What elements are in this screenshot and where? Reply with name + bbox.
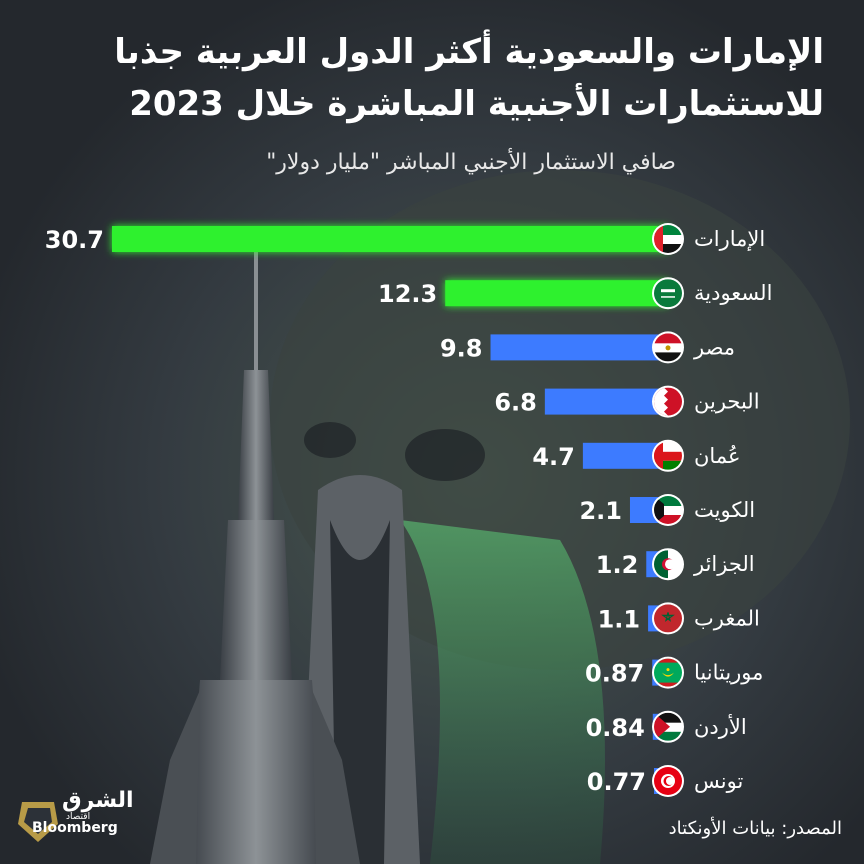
chart-subtitle: صافي الاستثمار الأجنبي المباشر "مليار دو… [266,150,676,175]
value-label-8: 0.87 [585,660,644,688]
logo-partner: Bloomberg [32,820,118,836]
value-label-5: 2.1 [579,497,622,525]
category-label-10: تونس [694,769,743,793]
value-label-2: 9.8 [440,334,483,362]
value-label-0: 30.7 [45,226,104,254]
category-label-6: الجزائر [693,552,755,576]
bar-3 [544,388,668,415]
uae-flag-icon [652,223,684,255]
category-label-3: البحرين [694,390,760,414]
logo-name: الشرق [62,788,134,813]
category-label-1: السعودية [694,281,772,305]
logo-emblem [18,802,58,842]
logo-subtitle: اقتصاد [66,812,91,822]
bar-0 [112,226,668,252]
title-line-1: الإمارات والسعودية أكثر الدول العربية جذ… [114,32,824,72]
kuwait-flag-icon [652,494,684,526]
category-label-4: عُمان [694,444,741,468]
value-label-10: 0.77 [587,768,646,796]
value-label-4: 4.7 [532,443,575,471]
oman-flag-icon [652,439,684,472]
algeria-flag-icon [652,548,684,581]
asharq-bloomberg-logo: الشرق اقتصاد Bloomberg [14,784,134,854]
category-label-8: موريتانيا [694,661,763,685]
category-label-0: الإمارات [694,227,765,251]
bar-1 [445,280,668,307]
saudi-flag-icon [652,277,684,310]
mauritania-flag-icon [652,656,684,689]
tunisia-flag-icon [652,765,684,797]
bar-2 [490,334,668,361]
value-label-7: 1.1 [598,605,641,633]
jordan-flag-icon [652,710,684,743]
category-label-2: مصر [693,335,735,359]
title-line-2: للاستثمارات الأجنبية المباشرة خلال 2023 [129,84,824,124]
value-label-1: 12.3 [378,280,437,308]
value-label-6: 1.2 [596,551,639,579]
morocco-flag-icon [652,602,684,635]
value-label-3: 6.8 [494,389,537,417]
source-note: المصدر: بيانات الأونكتاد [668,818,842,839]
category-label-5: الكويت [694,498,755,522]
egypt-flag-icon [652,331,684,364]
bahrain-flag-icon [652,385,684,418]
category-label-7: المغرب [694,606,760,630]
chart-title: الإمارات والسعودية أكثر الدول العربية جذ… [24,26,824,130]
category-label-9: الأردن [694,714,747,739]
value-label-9: 0.84 [586,714,645,742]
